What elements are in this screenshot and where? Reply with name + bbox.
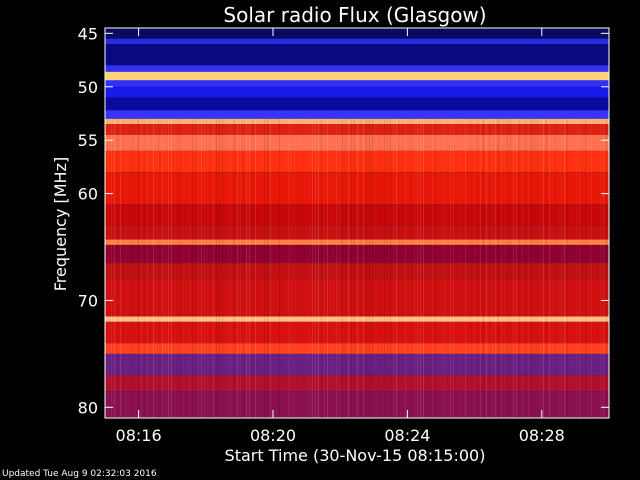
spectrum-band-20 [105, 316, 609, 322]
spectrum-band-14 [105, 204, 609, 226]
spectrum-band-17 [105, 244, 609, 264]
spectrum-band-21 [105, 321, 609, 344]
y-tick-label: 45 [78, 24, 98, 43]
x-tick-label: 08:24 [384, 426, 430, 445]
spectrum-band-2 [105, 44, 609, 66]
spectrum-band-19 [105, 279, 609, 317]
spectrum-band-25 [105, 391, 609, 418]
x-axis: 08:16 08:20 08:24 08:28 [116, 28, 565, 445]
plot-frame [104, 27, 610, 419]
spectrum-band-0 [105, 28, 609, 39]
spectrum-band-7 [105, 97, 609, 111]
spectrum-band-16 [105, 239, 609, 245]
spectrum-band-1 [105, 38, 609, 45]
spectrogram-plot-area [105, 28, 609, 419]
update-timestamp: Updated Tue Aug 9 02:32:03 2016 [2, 469, 157, 479]
y-tick-label: 60 [78, 185, 98, 204]
y-axis-label: Frequency [MHz] [51, 157, 70, 291]
spectrum-band-8 [105, 110, 609, 119]
spectrum-band-11 [105, 134, 609, 151]
spectrum-band-3 [105, 65, 609, 72]
y-tick-label: 55 [78, 131, 98, 150]
chart-title: Solar radio Flux (Glasgow) [223, 3, 486, 27]
spectrum-band-6 [105, 86, 609, 98]
x-axis-label: Start Time (30-Nov-15 08:15:00) [225, 446, 486, 465]
spectrum-band-10 [105, 124, 609, 135]
x-tick-label: 08:28 [519, 426, 565, 445]
spectrum-band-22 [105, 343, 609, 354]
spectrum-band-5 [105, 80, 609, 87]
spectrum-band-12 [105, 150, 609, 173]
spectrum-band-13 [105, 172, 609, 205]
spectrum-band-9 [105, 118, 609, 125]
y-tick-label: 70 [78, 291, 98, 310]
y-axis: 45 50 55 60 70 80 [78, 24, 609, 417]
spectrum-band-23 [105, 353, 609, 376]
y-tick-label: 50 [78, 78, 98, 97]
spectrum-band-18 [105, 263, 609, 280]
spectrum-band-24 [105, 375, 609, 392]
spectrum-band-4 [105, 71, 609, 81]
x-tick-label: 08:20 [250, 426, 296, 445]
x-tick-label: 08:16 [116, 426, 162, 445]
y-tick-label: 80 [78, 398, 98, 417]
spectrum-band-15 [105, 225, 609, 240]
